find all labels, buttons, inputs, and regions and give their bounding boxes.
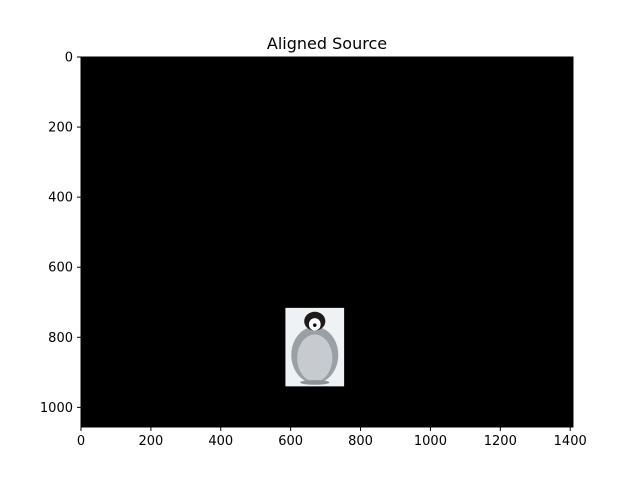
y-tick-label: 600	[48, 261, 73, 276]
y-axis: 0 200 400 600 800 1000	[40, 51, 81, 416]
y-tick-label: 1000	[40, 401, 73, 416]
y-tick-label: 200	[48, 121, 73, 136]
x-tick-label: 1400	[554, 434, 587, 449]
x-tick-label: 600	[278, 434, 303, 449]
penguin-belly	[297, 334, 333, 382]
x-tick-label: 400	[208, 434, 233, 449]
axes-frame	[80, 56, 574, 428]
x-tick-label: 0	[77, 434, 85, 449]
y-tick-label: 0	[65, 51, 73, 66]
y-tick-label: 400	[48, 191, 73, 206]
chart-title: Aligned Source	[267, 34, 387, 53]
x-axis: 0 200 400 600 800 1000 1200 1400	[77, 427, 587, 449]
x-tick-label: 1200	[484, 434, 517, 449]
x-tick-label: 1000	[414, 434, 447, 449]
y-tick-label: 800	[48, 331, 73, 346]
penguin-beak	[312, 323, 317, 327]
x-tick-label: 200	[138, 434, 163, 449]
plot-area	[80, 56, 574, 428]
penguin-feet	[300, 380, 330, 385]
x-tick-label: 800	[348, 434, 373, 449]
penguin-photo	[285, 307, 345, 387]
